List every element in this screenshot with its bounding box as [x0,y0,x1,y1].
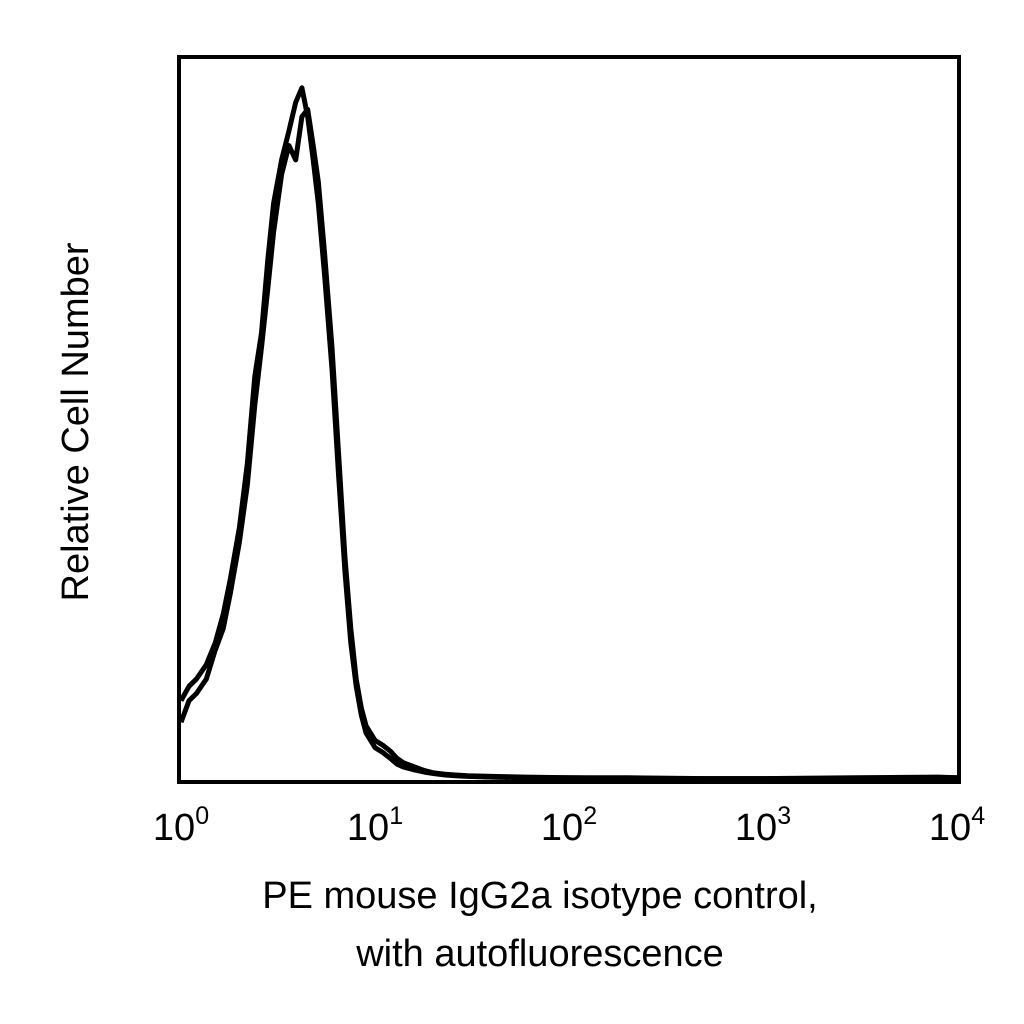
x-tick-label-3: 103 [735,802,791,849]
x-axis-title-line-2: with autofluorescence [355,933,724,975]
x-tick-label-0: 100 [153,802,209,849]
x-tick-label-4: 104 [929,802,985,849]
x-axis-title-line-1: PE mouse IgG2a isotype control, [262,875,818,917]
x-tick-labels: 100 101 102 103 104 [153,802,985,849]
histogram-series-2 [178,107,958,782]
x-tick-exponent-0: 0 [195,802,209,830]
x-tick-base-4: 10 [929,807,971,849]
x-tick-base-1: 10 [347,807,389,849]
x-tick-exponent-3: 3 [777,802,791,830]
series-layer [178,85,958,782]
histogram-series-1 [178,85,957,782]
x-tick-exponent-2: 2 [583,802,597,830]
x-tick-base-3: 10 [735,807,777,849]
x-tick-label-2: 102 [541,802,597,849]
x-tick-base-2: 10 [541,807,583,849]
y-axis-title: Relative Cell Number [55,242,97,601]
plot-frame [177,55,961,784]
x-tick-base-0: 10 [153,807,195,849]
x-tick-label-1: 101 [347,802,403,849]
x-tick-exponent-1: 1 [389,802,403,830]
x-tick-exponent-4: 4 [971,802,985,830]
